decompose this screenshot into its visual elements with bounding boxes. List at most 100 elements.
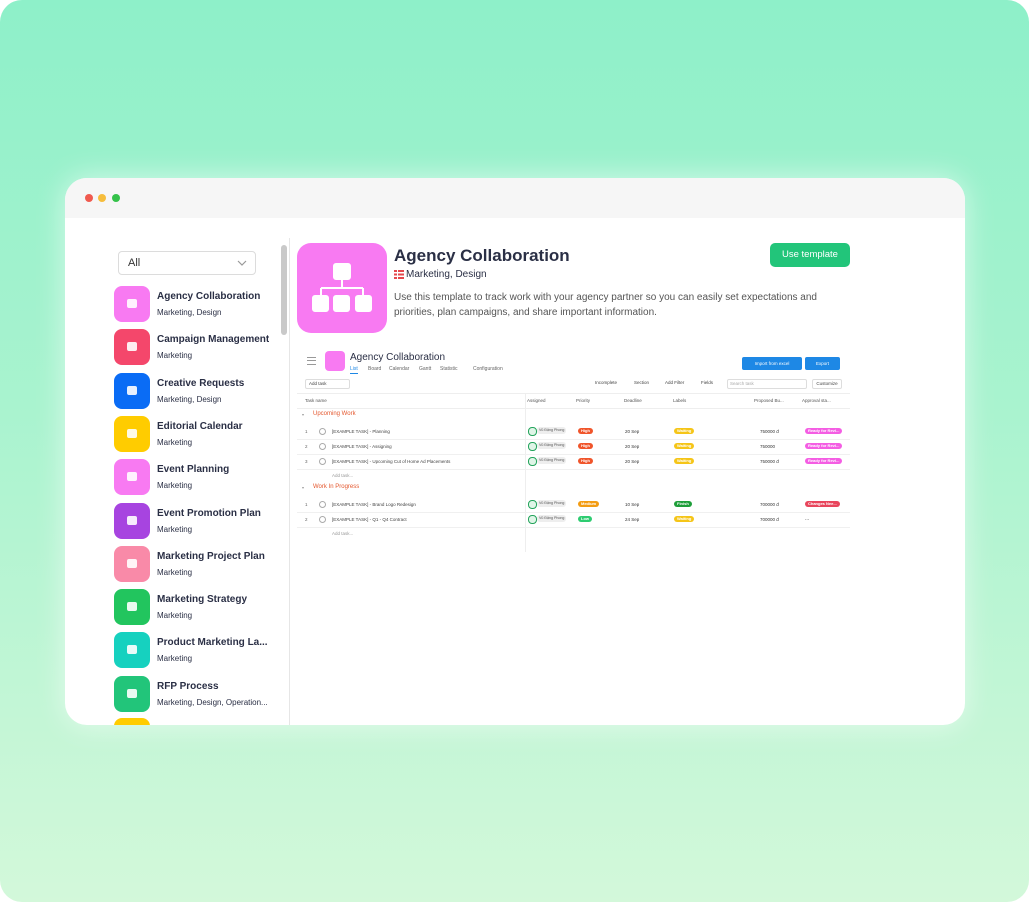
check-icon[interactable] <box>319 516 326 523</box>
column-header: Proposed Bu... <box>754 398 784 403</box>
avatar <box>528 515 537 524</box>
scrollbar[interactable] <box>281 245 287 335</box>
task-name[interactable]: [EXAMPLE TASK] - Planning <box>332 429 390 434</box>
customize-button[interactable]: Customize <box>812 379 842 389</box>
deadline: 10 Sep <box>625 502 640 507</box>
toolbar-button[interactable]: Add Filter <box>665 380 685 385</box>
toolbar-button[interactable]: Section <box>634 380 650 385</box>
row-number: 2 <box>305 517 308 522</box>
approval: ... <box>805 516 810 522</box>
avatar <box>528 457 537 466</box>
add-task-button[interactable]: Add task <box>305 379 350 389</box>
app-window: All Agency Collaboration Marketing, Desi… <box>65 178 965 725</box>
view-tab[interactable]: Statistic <box>440 366 458 372</box>
project-title: Agency Collaboration <box>350 352 446 363</box>
deadline: 20 Sep <box>625 444 640 449</box>
template-name[interactable]: Marketing Strategy <box>157 594 248 606</box>
label-pill: Waiting <box>674 516 695 522</box>
template-tags: Marketing <box>157 611 193 621</box>
close-dot[interactable] <box>85 194 93 202</box>
check-icon[interactable] <box>319 428 326 435</box>
icon-glyph <box>127 602 137 612</box>
task-name[interactable]: [EXAMPLE TASK] - Brand Logo Redesign <box>332 502 416 507</box>
priority-pill: Low <box>578 516 592 522</box>
approval: Ready for Revi... <box>805 458 843 464</box>
toolbar-button[interactable]: Fields <box>701 380 714 385</box>
section-toggle: ▾ <box>302 485 305 490</box>
assignee-chip: Vũ Đặng Phong <box>537 427 567 434</box>
view-tab[interactable]: List <box>350 366 358 372</box>
budget: 700000 đ <box>760 502 779 507</box>
template-icon[interactable] <box>114 675 150 712</box>
export-button[interactable]: Export <box>805 357 840 370</box>
section-title[interactable]: Work In Progress <box>313 484 360 490</box>
template-icon[interactable] <box>114 502 150 539</box>
import-button[interactable]: Import from excel <box>742 357 802 370</box>
assignee-chip: Vũ Đặng Phong <box>537 500 567 507</box>
template-name[interactable]: Agency Collaboration <box>157 291 261 302</box>
add-task-link[interactable]: Add task... <box>332 473 354 478</box>
template-icon[interactable] <box>114 372 150 409</box>
check-icon[interactable] <box>319 501 326 508</box>
label-pill: Waiting <box>674 428 695 434</box>
menu-icon <box>307 360 316 361</box>
check-icon[interactable] <box>319 458 326 465</box>
task-name[interactable]: [EXAMPLE TASK] - Assigning <box>332 444 392 449</box>
template-name[interactable]: Campaign Management <box>157 334 269 346</box>
use-template-button[interactable]: Use template <box>770 243 850 267</box>
template-icon[interactable] <box>114 459 150 496</box>
check-icon[interactable] <box>319 443 326 450</box>
template-name[interactable]: Event Planning <box>157 464 230 476</box>
category-icon <box>394 270 404 279</box>
view-tab[interactable]: Calendar <box>389 366 410 372</box>
template-title: Agency Collaboration <box>394 246 570 265</box>
template-icon[interactable] <box>114 329 150 366</box>
add-task-link[interactable]: Add task... <box>332 531 354 536</box>
filter-select[interactable]: All <box>118 251 256 275</box>
template-tags: Marketing <box>157 524 193 534</box>
view-tab[interactable]: Configuration <box>473 366 503 372</box>
label-pill: Waiting <box>674 458 695 464</box>
icon-glyph <box>127 515 137 525</box>
deadline: 20 Sep <box>625 459 640 464</box>
task-name[interactable]: [EXAMPLE TASK] - Upcoming Cut of Home Ad… <box>332 459 451 464</box>
template-icon[interactable] <box>114 415 150 452</box>
template-name[interactable]: Editorial Calendar <box>157 420 243 432</box>
label-pill: Waiting <box>674 443 695 449</box>
section-title[interactable]: Upcoming Work <box>313 411 356 417</box>
task-name[interactable]: [EXAMPLE TASK] - Q1 - Q4 Contract <box>332 517 407 522</box>
view-tab[interactable]: Board <box>368 366 382 372</box>
icon-glyph <box>127 645 137 655</box>
icon-glyph <box>127 558 137 568</box>
approval: Ready for Revi... <box>805 443 843 449</box>
minimize-dot[interactable] <box>98 194 106 202</box>
template-name[interactable]: Product Marketing La... <box>157 637 268 649</box>
template-name[interactable]: Marketing Project Plan <box>157 550 265 562</box>
divider <box>289 238 290 725</box>
search-box[interactable]: Search task <box>727 379 807 389</box>
budget: 750000 <box>760 444 776 449</box>
column-header: Approval sta... <box>802 398 831 403</box>
template-name[interactable]: Creative Requests <box>157 377 245 389</box>
template-tags: Marketing <box>157 351 193 361</box>
toolbar-button[interactable]: Incomplete <box>595 380 618 385</box>
template-tags: Marketing, Design <box>406 269 487 280</box>
view-tab[interactable]: Gantt <box>419 366 432 372</box>
avatar <box>528 500 537 509</box>
tab-underline <box>350 373 358 374</box>
row-number: 1 <box>305 502 308 507</box>
template-icon[interactable] <box>114 632 150 669</box>
template-name[interactable]: RFP Process <box>157 680 219 692</box>
deadline: 20 Sep <box>625 429 640 434</box>
budget: 750000 đ <box>760 429 779 434</box>
avatar <box>528 427 537 436</box>
template-icon[interactable] <box>114 545 150 582</box>
template-name[interactable]: Event Promotion Plan <box>157 507 261 519</box>
icon-glyph <box>127 342 137 352</box>
icon-glyph <box>127 472 137 482</box>
template-icon[interactable] <box>114 589 150 626</box>
template-icon[interactable] <box>114 286 150 322</box>
avatar <box>528 442 537 451</box>
maximize-dot[interactable] <box>112 194 120 202</box>
